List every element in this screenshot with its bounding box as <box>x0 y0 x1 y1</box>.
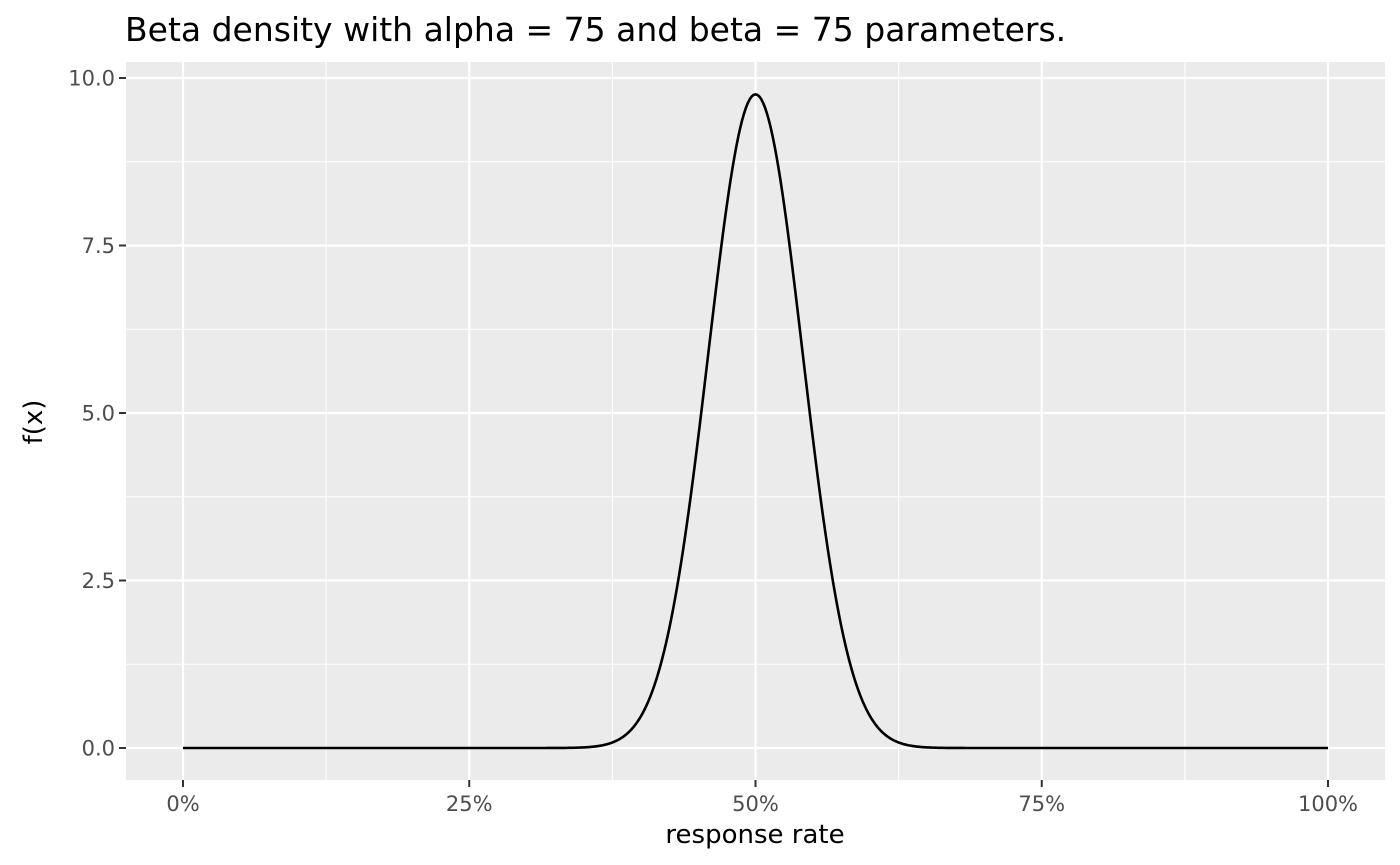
x-tick-label: 75% <box>1018 792 1065 816</box>
series-layer <box>183 93 1328 750</box>
x-tick-label: 100% <box>1298 792 1358 816</box>
y-tick-label: 2.5 <box>82 569 115 593</box>
y-tick-label: 0.0 <box>82 737 115 761</box>
x-axis-title: response rate <box>665 820 844 850</box>
x-axis: 0% 25% 50% 75% 100% <box>166 780 1358 816</box>
y-tick-label: 5.0 <box>82 402 115 426</box>
x-tick-label: 0% <box>166 792 199 816</box>
chart-title: Beta density with alpha = 75 and beta = … <box>125 10 1066 49</box>
major-gridlines <box>126 62 1385 780</box>
y-axis: 0.0 2.5 5.0 7.5 10.0 <box>68 67 126 761</box>
y-axis-title: f(x) <box>19 400 49 445</box>
x-tick-label: 25% <box>446 792 493 816</box>
density-curve <box>183 93 1328 750</box>
x-tick-label: 50% <box>732 792 779 816</box>
y-tick-label: 7.5 <box>82 234 115 258</box>
y-tick-label: 10.0 <box>68 67 115 91</box>
